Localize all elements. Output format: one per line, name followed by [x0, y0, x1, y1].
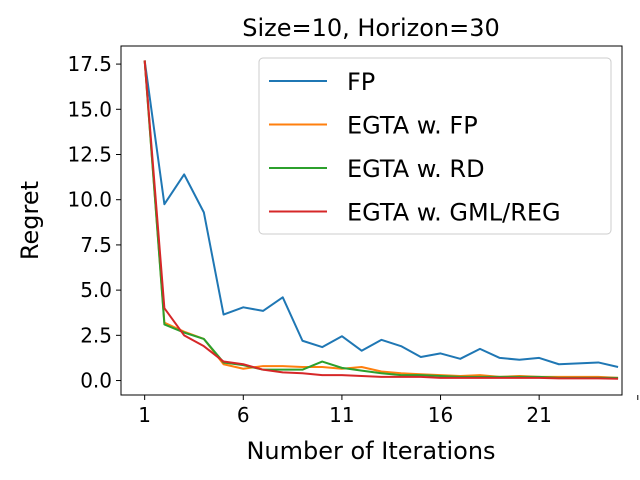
- y-tick-label: 12.5: [67, 142, 112, 166]
- x-tick-label: 16: [428, 403, 453, 427]
- x-tick-label: 11: [329, 403, 354, 427]
- x-tick-label: 21: [526, 403, 551, 427]
- series-line-egta-w-gml-reg: [143, 60, 619, 380]
- y-tick-label: 0.0: [80, 369, 112, 393]
- series-line-fp: [143, 60, 619, 368]
- legend-label-egta-w-fp: EGTA w. FP: [347, 112, 478, 140]
- y-axis-label: Regret: [16, 181, 44, 260]
- y-tick-label: 15.0: [67, 97, 112, 121]
- y-tick-label: 10.0: [67, 188, 112, 212]
- legend-label-egta-w-rd: EGTA w. RD: [347, 155, 485, 183]
- plot-frame: [120, 45, 623, 396]
- series-layer: [143, 60, 619, 380]
- legend-box: [258, 57, 612, 235]
- x-tick-label: 6: [237, 403, 250, 427]
- ticks-layer: 1 6 11 16 210.02.55.07.510.012.515.017.5: [67, 52, 639, 427]
- legend: FP EGTA w. FP EGTA w. RD EGTA w. GML/REG: [258, 57, 612, 235]
- y-tick-label: 17.5: [67, 52, 112, 76]
- legend-label-fp: FP: [347, 68, 375, 96]
- x-axis-label: Number of Iterations: [246, 437, 495, 465]
- legend-label-egta-w-gml-reg: EGTA w. GML/REG: [347, 199, 561, 227]
- chart-title: Size=10, Horizon=30: [242, 14, 500, 42]
- y-tick-label: 7.5: [80, 233, 112, 257]
- y-tick-label: 5.0: [80, 278, 112, 302]
- y-tick-label: 2.5: [80, 323, 112, 347]
- x-tick-label: 1: [138, 403, 151, 427]
